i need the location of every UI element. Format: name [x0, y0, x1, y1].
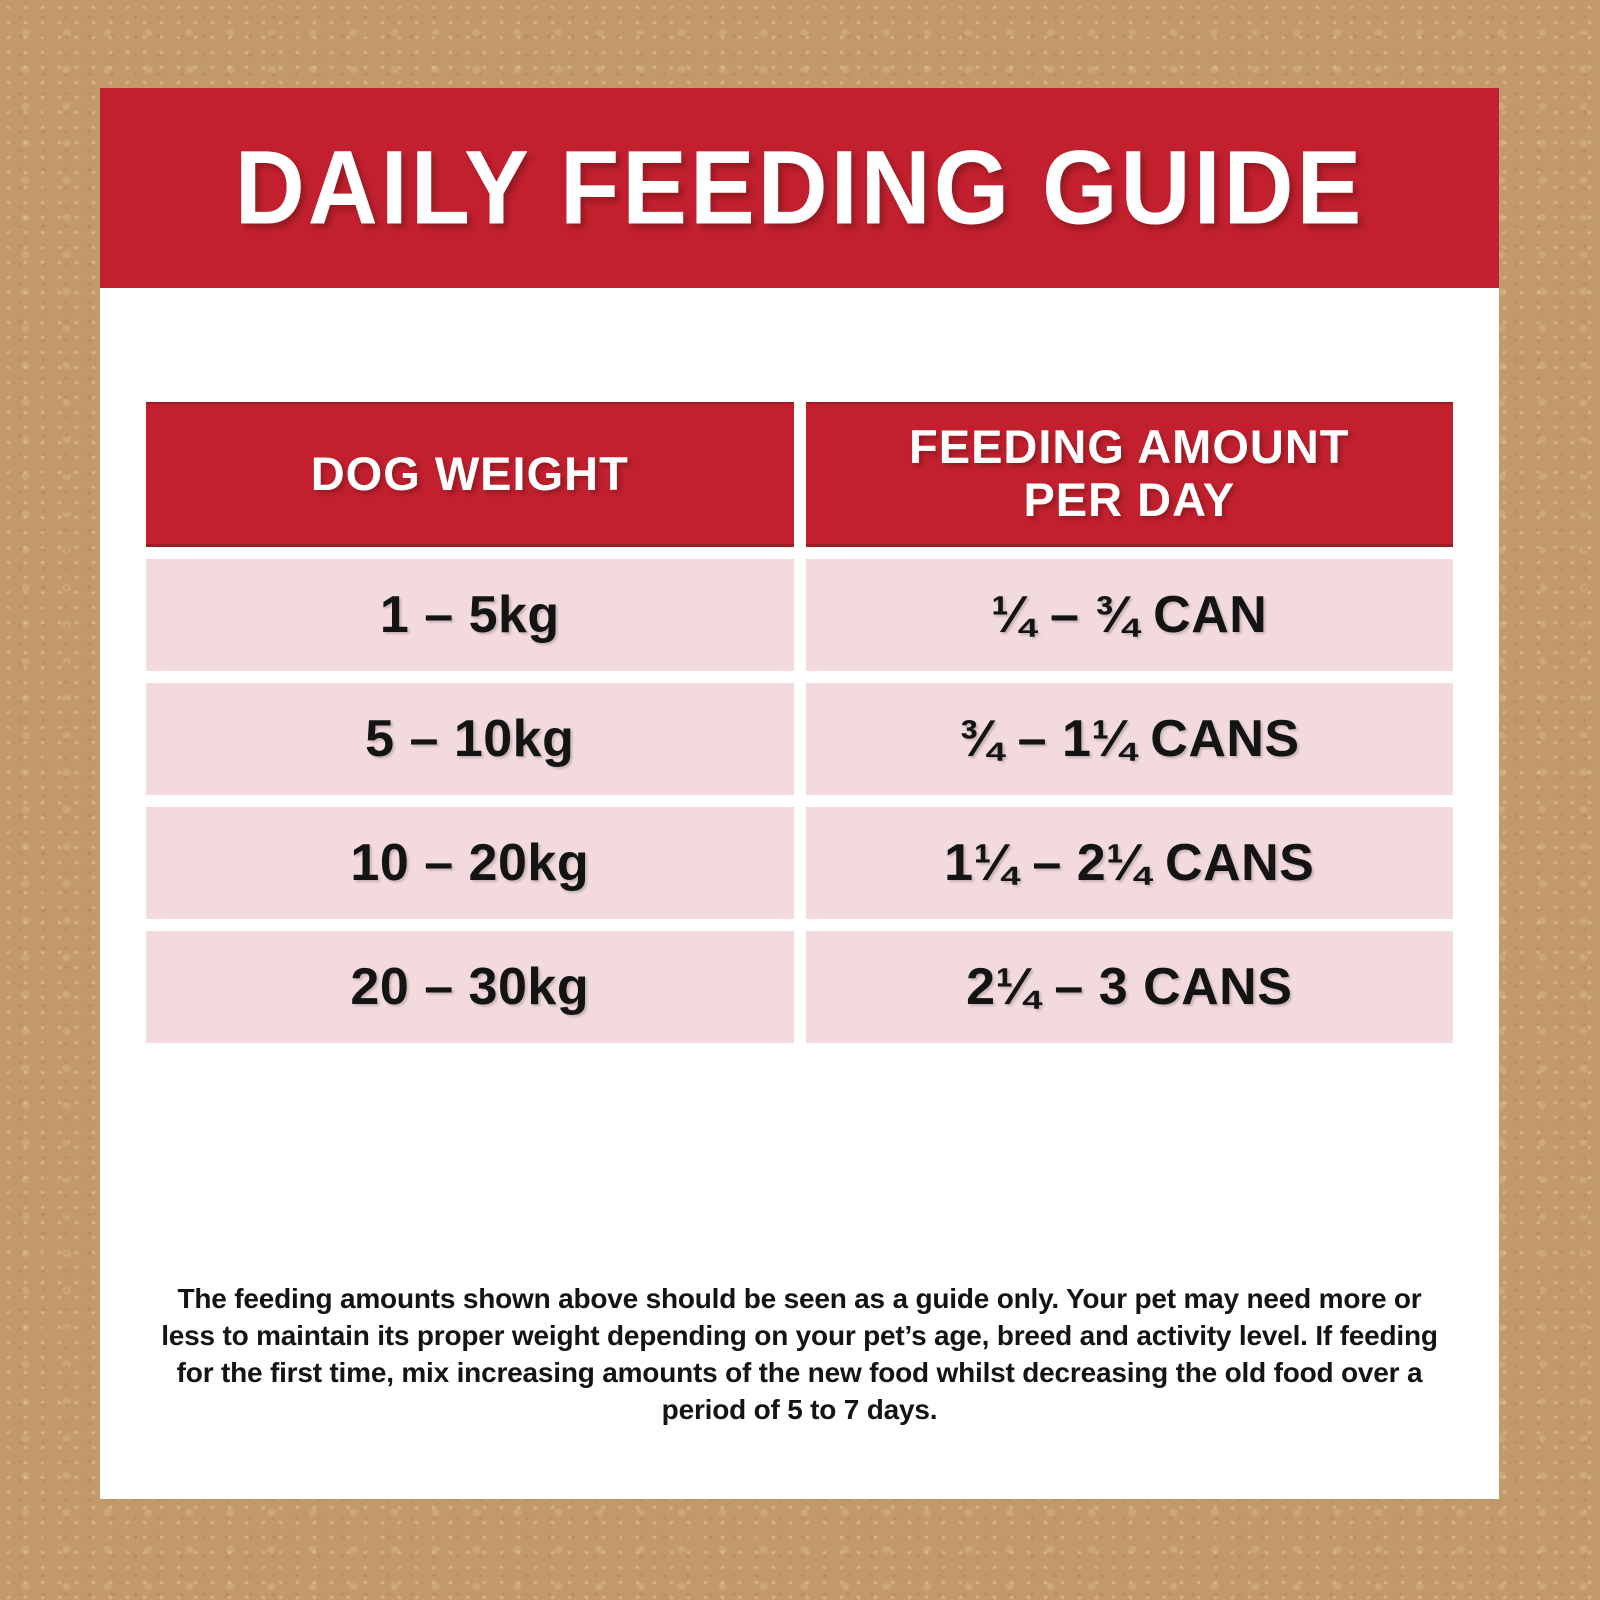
table-row: 20 – 30kg 2¼ – 3 CANS: [146, 931, 1453, 1043]
dog-weight-cell: 10 – 20kg: [146, 807, 794, 919]
page-title: DAILY FEEDING GUIDE: [234, 128, 1365, 247]
table-header-row: DOG WEIGHT FEEDING AMOUNT PER DAY: [146, 402, 1453, 547]
dog-weight-cell: 5 – 10kg: [146, 683, 794, 795]
feeding-amount-cell: 1¼ – 2¼ CANS: [805, 807, 1453, 919]
table-row: 5 – 10kg ¾ – 1¼ CANS: [146, 683, 1453, 795]
table-row: 10 – 20kg 1¼ – 2¼ CANS: [146, 807, 1453, 919]
dog-weight-cell: 1 – 5kg: [146, 559, 794, 671]
feeding-amount-cell: 2¼ – 3 CANS: [805, 931, 1453, 1043]
column-header-feeding-amount: FEEDING AMOUNT PER DAY: [805, 402, 1453, 547]
footer-note: The feeding amounts shown above should b…: [161, 1283, 1438, 1426]
feeding-guide-card: DAILY FEEDING GUIDE DOG WEIGHT FEEDING A…: [100, 88, 1499, 1499]
table-row: 1 – 5kg ¼ – ¾ CAN: [146, 559, 1453, 671]
dog-weight-cell: 20 – 30kg: [146, 931, 794, 1043]
feeding-amount-cell: ¾ – 1¼ CANS: [805, 683, 1453, 795]
feeding-table: DOG WEIGHT FEEDING AMOUNT PER DAY 1 – 5k…: [146, 402, 1453, 1043]
title-banner: DAILY FEEDING GUIDE: [100, 88, 1499, 288]
feeding-amount-cell: ¼ – ¾ CAN: [805, 559, 1453, 671]
column-header-dog-weight: DOG WEIGHT: [146, 402, 794, 547]
